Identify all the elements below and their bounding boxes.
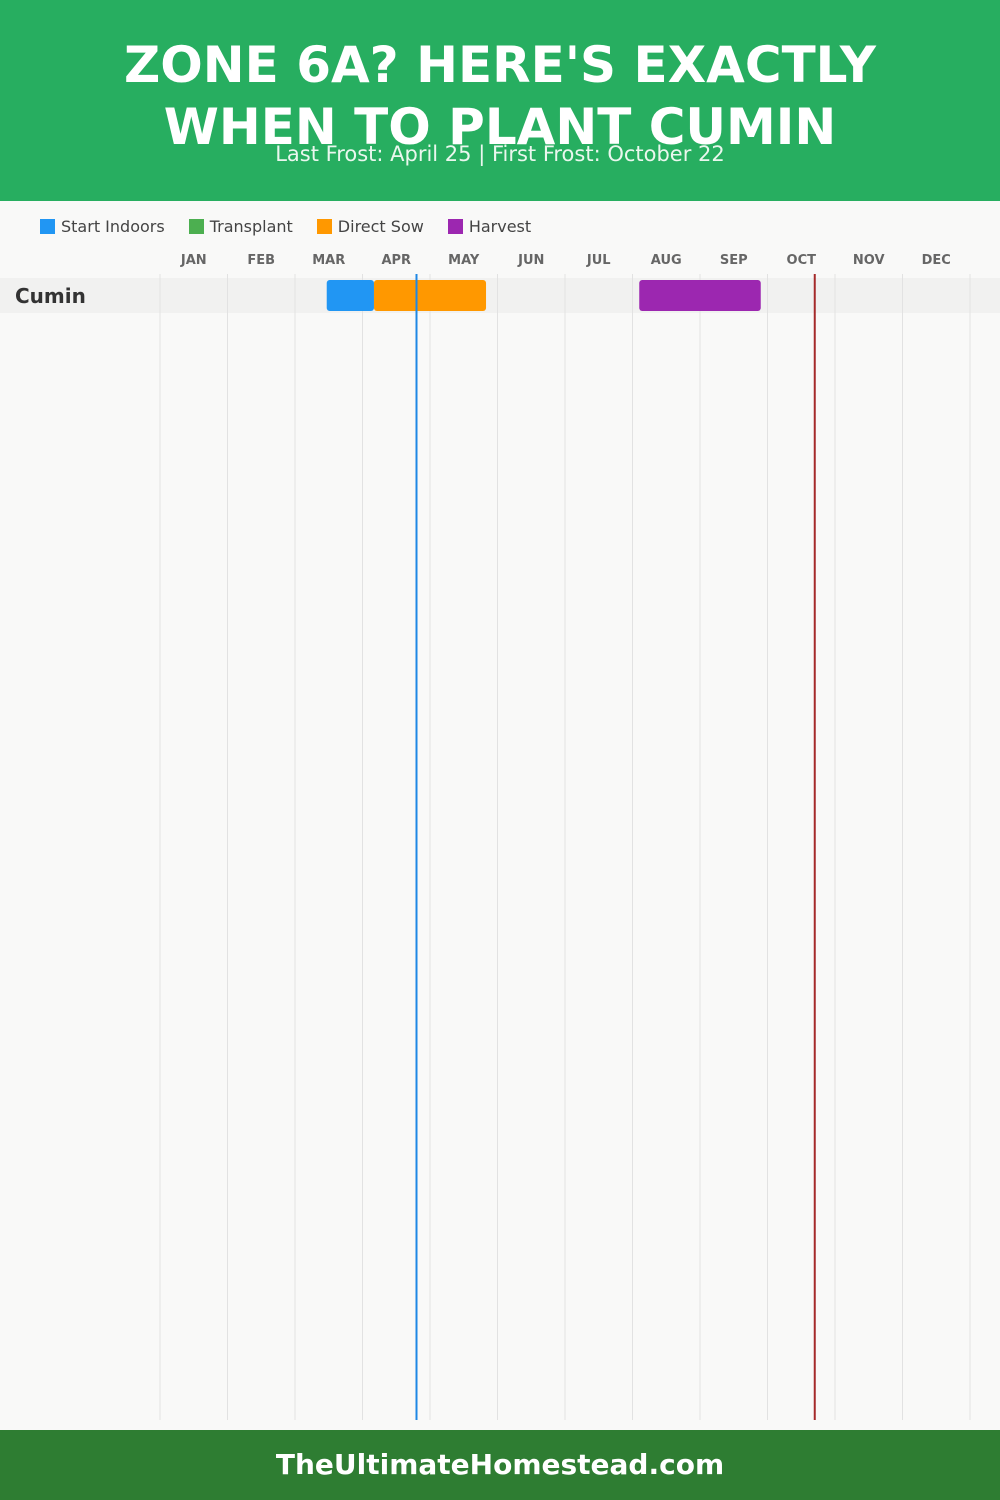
frost-dates-subtitle: Last Frost: April 25 | First Frost: Octo… xyxy=(275,142,725,166)
legend-label: Start Indoors xyxy=(61,216,165,236)
row-background xyxy=(0,278,1000,313)
footer-banner: TheUltimateHomestead.com xyxy=(0,1430,1000,1500)
month-tick-label: AUG xyxy=(651,253,682,268)
site-url[interactable]: TheUltimateHomestead.com xyxy=(275,1448,725,1481)
month-tick-label: MAY xyxy=(448,253,480,268)
title-line-1: ZONE 6A? HERE'S EXACTLY xyxy=(124,36,876,94)
legend-label: Harvest xyxy=(468,216,532,236)
title-line-2: WHEN TO PLANT CUMIN xyxy=(163,98,837,156)
month-tick-label: DEC xyxy=(922,253,951,268)
legend-item-direct-sow: Direct Sow xyxy=(316,216,424,236)
legend-item-harvest: Harvest xyxy=(447,216,532,236)
legend: Start Indoors Transplant Direct Sow Harv… xyxy=(40,214,555,238)
planting-calendar-chart: JAN FEB MAR APR MAY JUN JUL AUG SEP OCT NOV DEC Cumi… xyxy=(0,253,1000,1420)
month-tick-label: APR xyxy=(381,253,411,268)
legend-swatch xyxy=(447,218,463,234)
crop-label: Cumin xyxy=(15,284,86,308)
month-tick-label: SEP xyxy=(720,253,748,268)
month-tick-label: JAN xyxy=(180,253,207,268)
bar-harvest xyxy=(639,280,761,311)
legend-item-start-indoors: Start Indoors xyxy=(40,217,165,236)
legend-item-transplant: Transplant xyxy=(188,216,293,236)
legend-swatch xyxy=(40,218,55,234)
header-banner: ZONE 6A? HERE'S EXACTLY WHEN TO PLANT CU… xyxy=(0,0,1000,201)
bar-direct-sow xyxy=(373,280,487,311)
month-tick-label: NOV xyxy=(853,253,885,268)
legend-swatch xyxy=(188,218,204,234)
month-tick-label: JUL xyxy=(586,253,611,268)
legend-label: Transplant xyxy=(209,216,293,236)
bar-start-indoors xyxy=(326,280,374,311)
month-tick-label: JUN xyxy=(517,253,544,268)
page-title: ZONE 6A? HERE'S EXACTLY WHEN TO PLANT CU… xyxy=(0,34,1000,158)
month-tick-label: MAR xyxy=(312,253,345,268)
legend-swatch xyxy=(316,218,332,234)
legend-label: Direct Sow xyxy=(337,216,424,236)
month-tick-label: FEB xyxy=(247,253,275,268)
month-tick-label: OCT xyxy=(787,253,817,268)
